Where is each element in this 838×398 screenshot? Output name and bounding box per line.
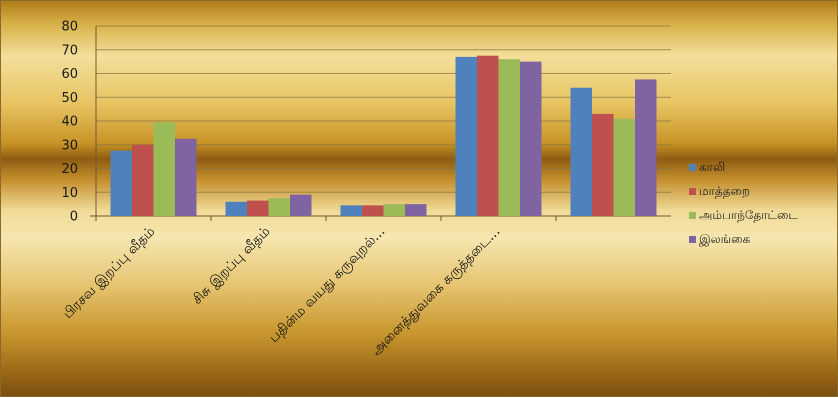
- y-tick-label: 0: [70, 210, 78, 225]
- bar: [110, 150, 132, 216]
- bar: [268, 198, 290, 216]
- bar: [592, 113, 614, 216]
- bar: [153, 122, 175, 216]
- y-tick-label: 80: [61, 20, 78, 35]
- legend-swatch: [689, 212, 696, 219]
- y-tick-label: 70: [61, 43, 78, 58]
- bar: [225, 201, 247, 216]
- bar: [405, 204, 427, 216]
- bar: [498, 59, 520, 216]
- legend-label: மாத்தறை: [699, 184, 750, 198]
- legend-label: இலங்கை: [699, 232, 751, 247]
- legend-swatch: [689, 188, 696, 195]
- legend-swatch: [689, 236, 696, 243]
- category-label: பிரசவ இறப்பு வீதம்: [60, 223, 159, 322]
- legend-swatch: [689, 164, 696, 171]
- bar: [175, 138, 197, 216]
- y-tick-label: 20: [61, 162, 78, 177]
- bar: [290, 194, 312, 216]
- bar: [455, 56, 477, 216]
- bar: [477, 55, 499, 216]
- bar: [520, 61, 542, 216]
- y-tick-label: 60: [61, 67, 78, 82]
- bar: [247, 200, 269, 216]
- category-label: சிசு இறப்பு வீதம்: [189, 223, 273, 307]
- y-tick-label: 10: [61, 186, 78, 201]
- bar: [613, 118, 635, 216]
- bar: [132, 144, 154, 216]
- y-tick-label: 50: [61, 91, 78, 106]
- legend-label: அம்பாந்தோட்டை: [699, 208, 798, 222]
- bar: [340, 205, 362, 216]
- category-label: பதின்ம வயது கருவுறல்...: [266, 224, 388, 346]
- y-tick-label: 40: [61, 115, 78, 130]
- bar: [570, 87, 592, 216]
- category-label: அனைத்துவகை கருத்தடை...: [368, 224, 503, 359]
- bar: [383, 204, 405, 216]
- bar: [635, 79, 657, 216]
- bar: [362, 205, 384, 216]
- legend-label: காலி: [699, 160, 725, 174]
- y-tick-label: 30: [61, 138, 78, 153]
